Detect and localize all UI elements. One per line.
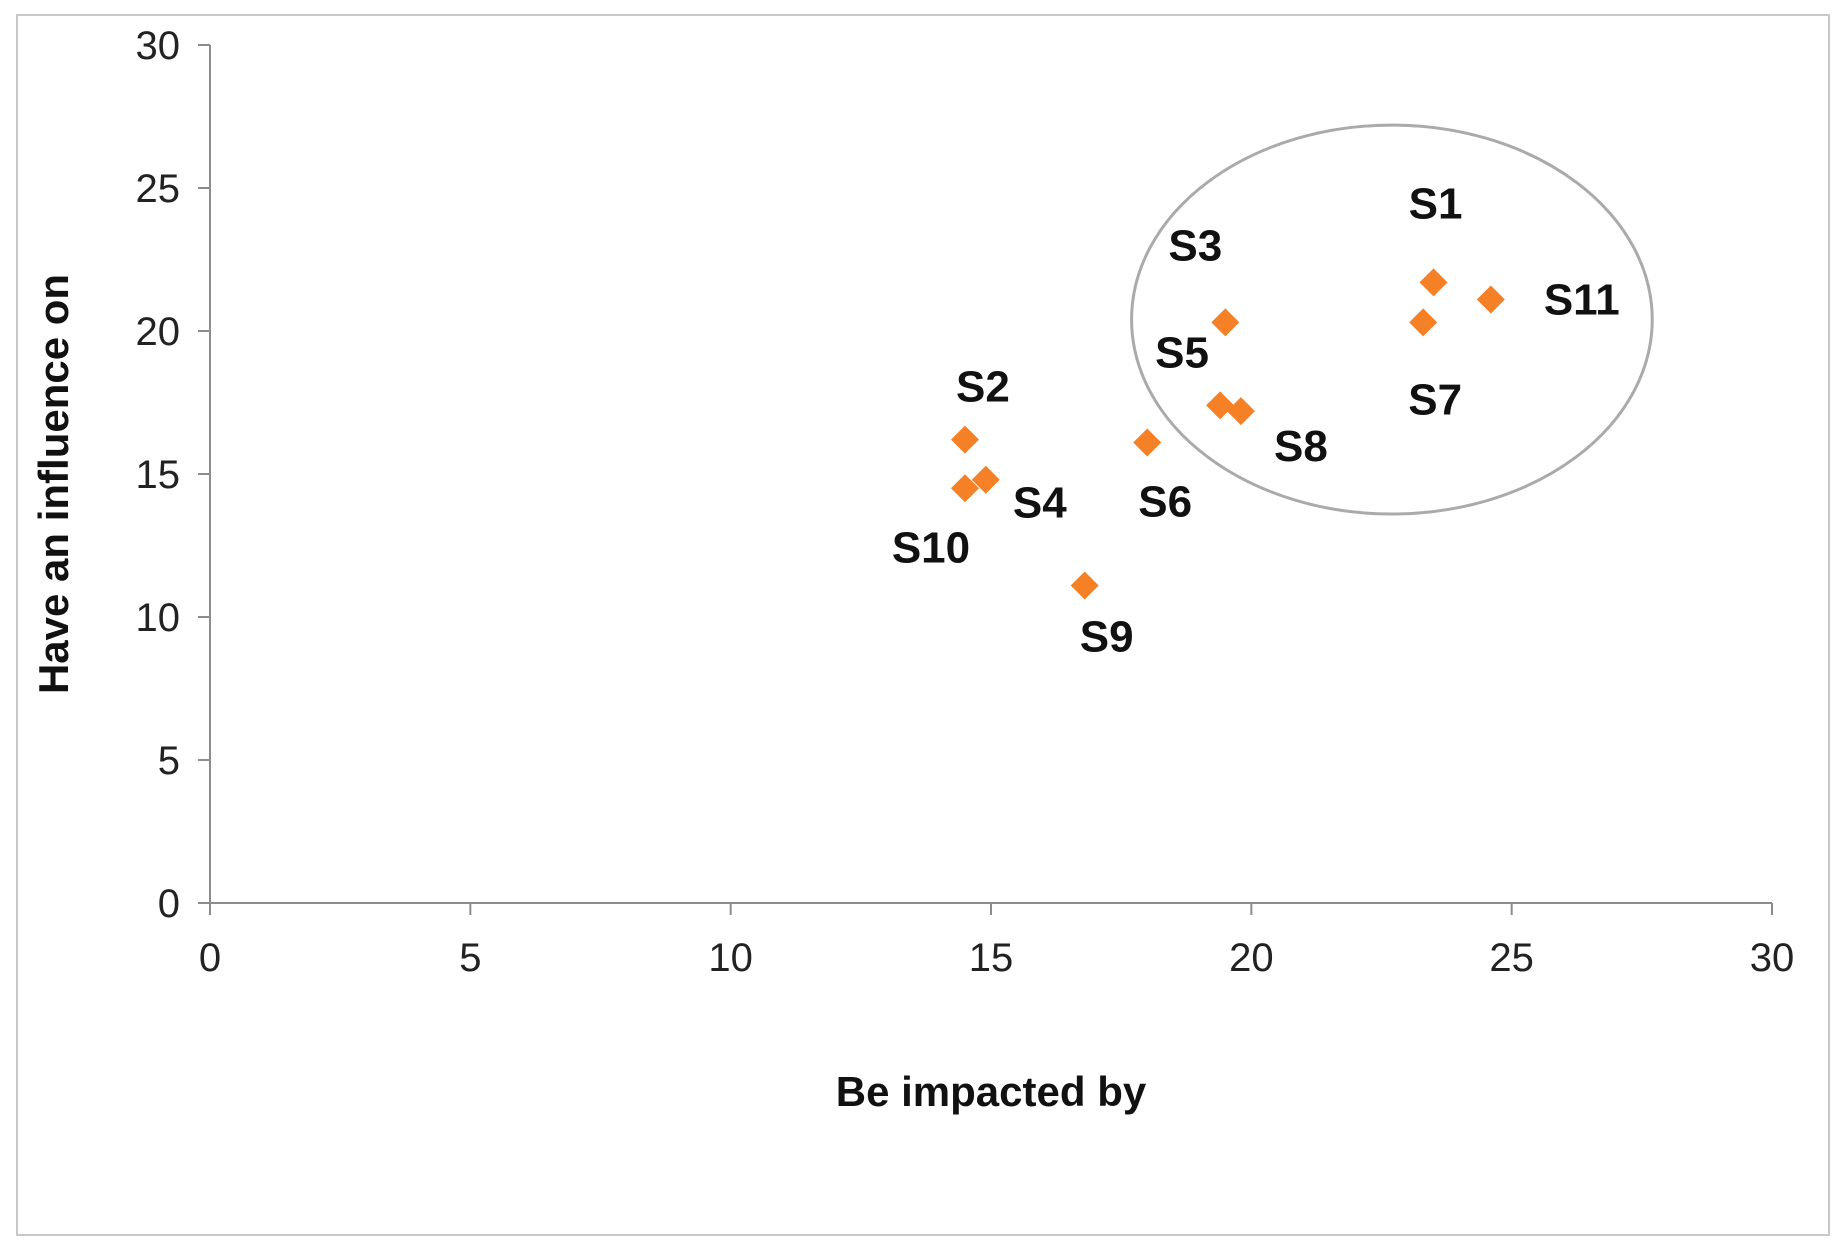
- point-label-s6: S6: [1138, 478, 1192, 527]
- data-point-s11: [1476, 285, 1505, 314]
- x-axis-title: Be impacted by: [836, 1068, 1147, 1115]
- data-point-s3: [1211, 308, 1240, 337]
- data-point-s6: [1133, 428, 1162, 457]
- x-tick-label: 15: [969, 936, 1014, 980]
- annotations: [1130, 123, 1654, 516]
- x-tick-label: 25: [1489, 936, 1534, 980]
- y-tick-label: 0: [158, 882, 180, 926]
- x-tick-label: 10: [708, 936, 753, 980]
- point-label-s7: S7: [1408, 375, 1462, 424]
- point-label-s11: S11: [1544, 276, 1620, 325]
- point-label-s5: S5: [1155, 328, 1209, 377]
- cluster-ellipse: [1130, 123, 1654, 516]
- point-label-s9: S9: [1080, 613, 1134, 662]
- y-tick-label: 30: [136, 24, 181, 68]
- x-tick-label: 20: [1229, 936, 1274, 980]
- data-point-s1: [1419, 268, 1448, 297]
- data-point-s8: [1226, 397, 1255, 426]
- x-tick-label: 0: [199, 936, 221, 980]
- data-point-s5: [1206, 391, 1235, 420]
- point-labels: S1 S2 S3 S4 S5 S6 S7 S8 S9 S10 S11: [892, 179, 1620, 661]
- chart-frame: 0 5 10 15 20 25 30 0 5 10 15 20 25 30 S1 S2 S3 S4 S5 S6 S7 S…: [16, 14, 1830, 1236]
- point-label-s1: S1: [1409, 179, 1463, 228]
- data-point-s9: [1070, 571, 1099, 600]
- y-tick-label: 5: [158, 739, 180, 783]
- point-label-s4: S4: [1013, 479, 1067, 528]
- point-label-s10: S10: [892, 523, 970, 572]
- y-tick-label: 15: [136, 453, 181, 497]
- data-point-s10: [950, 474, 979, 503]
- data-points: [950, 268, 1505, 600]
- y-tick-label: 25: [136, 167, 181, 211]
- y-tick-label: 20: [136, 310, 181, 354]
- point-label-s3: S3: [1168, 221, 1222, 270]
- y-tick-label: 10: [136, 596, 181, 640]
- x-tick-label: 30: [1750, 936, 1795, 980]
- data-point-s7: [1409, 308, 1438, 337]
- point-label-s8: S8: [1274, 422, 1328, 471]
- axes: 0 5 10 15 20 25 30 0 5 10 15 20 25 30: [136, 24, 1795, 980]
- data-point-s4: [971, 465, 1000, 494]
- point-label-s2: S2: [956, 363, 1010, 412]
- x-tick-label: 5: [459, 936, 481, 980]
- y-axis-title: Have an influence on: [30, 274, 77, 694]
- data-point-s2: [950, 425, 979, 454]
